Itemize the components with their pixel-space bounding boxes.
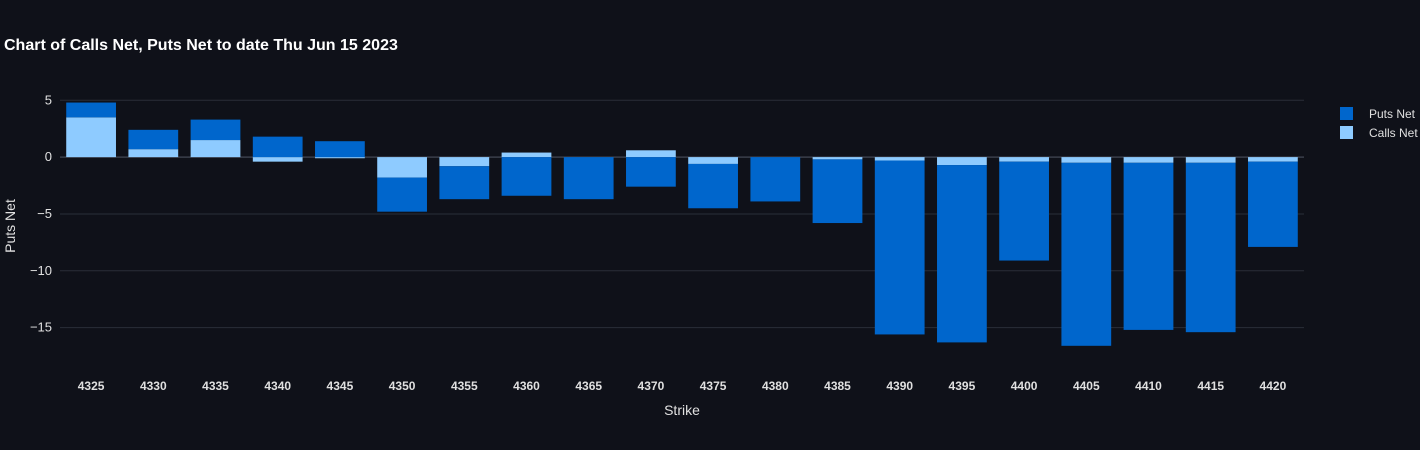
x-tick-label: 4340 <box>264 379 291 393</box>
x-tick-label: 4375 <box>700 379 727 393</box>
x-tick-label: 4355 <box>451 379 478 393</box>
calls-net-bar-4350[interactable] <box>377 157 427 178</box>
calls-net-bar-4405[interactable] <box>1061 157 1112 163</box>
x-tick-label: 4410 <box>1135 379 1162 393</box>
x-tick-label: 4345 <box>327 379 354 393</box>
legend-label-calls[interactable]: Calls Net <box>1369 126 1418 140</box>
y-tick-label: −10 <box>30 263 52 278</box>
x-tick-label: 4400 <box>1011 379 1038 393</box>
calls-net-bar-4385[interactable] <box>812 157 863 160</box>
puts-net-bar-4350[interactable] <box>377 177 427 212</box>
calls-net-bar-4335[interactable] <box>190 140 241 158</box>
calls-net-bar-4325[interactable] <box>66 117 116 158</box>
x-tick-label: 4335 <box>202 379 229 393</box>
puts-net-bar-4360[interactable] <box>501 157 552 196</box>
puts-net-bar-4355[interactable] <box>439 166 490 200</box>
x-tick-label: 4365 <box>575 379 602 393</box>
puts-net-bar-4335[interactable] <box>190 119 241 141</box>
calls-net-bar-4410[interactable] <box>1123 157 1174 163</box>
puts-net-bar-4375[interactable] <box>688 163 738 209</box>
y-tick-label: 0 <box>45 149 52 164</box>
puts-net-bar-4400[interactable] <box>999 161 1049 261</box>
puts-net-bar-4405[interactable] <box>1061 162 1112 346</box>
legend-swatch-calls[interactable] <box>1340 126 1353 139</box>
puts-net-bar-4365[interactable] <box>563 157 614 200</box>
y-tick-label: 5 <box>45 92 52 107</box>
calls-net-bar-4340[interactable] <box>252 157 303 162</box>
x-axis-ticks: 4325 4330 4335 4340 4345 4350 4355 4360 4365 4370… <box>78 379 1287 393</box>
calls-net-bar-4345[interactable] <box>315 157 365 159</box>
puts-net-bar-4415[interactable] <box>1185 162 1236 333</box>
calls-net-bar-4355[interactable] <box>439 157 490 167</box>
legend[interactable]: Puts Net Calls Net <box>1340 107 1418 140</box>
x-tick-label: 4325 <box>78 379 105 393</box>
legend-label-puts[interactable]: Puts Net <box>1369 107 1416 121</box>
x-tick-label: 4350 <box>389 379 416 393</box>
x-tick-label: 4390 <box>886 379 913 393</box>
legend-swatch-puts[interactable] <box>1340 107 1353 120</box>
calls-net-bar-4415[interactable] <box>1185 157 1236 163</box>
x-axis-label: Strike <box>664 402 700 418</box>
calls-net-bar-4370[interactable] <box>626 150 676 158</box>
y-tick-label: −5 <box>37 206 52 221</box>
x-tick-label: 4380 <box>762 379 789 393</box>
x-tick-label: 4420 <box>1260 379 1287 393</box>
x-tick-label: 4370 <box>638 379 665 393</box>
puts-net-bar-4420[interactable] <box>1248 161 1298 247</box>
calls-net-bar-4395[interactable] <box>937 157 987 166</box>
y-axis-ticks: 5 0 −5 −10 −15 <box>30 92 52 334</box>
chart-title: Chart of Calls Net, Puts Net to date Thu… <box>4 37 398 54</box>
calls-net-bar-4360[interactable] <box>501 152 552 158</box>
x-tick-label: 4330 <box>140 379 167 393</box>
grid <box>60 99 1304 329</box>
x-tick-label: 4385 <box>824 379 851 393</box>
calls-net-bar-4390[interactable] <box>874 157 925 161</box>
puts-net-bar-4330[interactable] <box>128 129 179 150</box>
x-tick-label: 4405 <box>1073 379 1100 393</box>
puts-net-bar-4385[interactable] <box>812 159 863 224</box>
bars <box>66 102 1298 346</box>
x-tick-label: 4360 <box>513 379 540 393</box>
calls-net-bar-4330[interactable] <box>128 149 179 158</box>
calls-net-bar-4420[interactable] <box>1248 157 1298 162</box>
x-tick-label: 4415 <box>1197 379 1224 393</box>
puts-net-bar-4345[interactable] <box>315 141 365 158</box>
y-axis-label: Puts Net <box>2 199 18 253</box>
puts-net-bar-4390[interactable] <box>874 160 925 335</box>
puts-net-bar-4325[interactable] <box>66 102 116 118</box>
puts-net-bar-4410[interactable] <box>1123 162 1174 330</box>
puts-net-bar-4395[interactable] <box>937 165 987 343</box>
calls-net-bar-4400[interactable] <box>999 157 1049 162</box>
puts-net-bar-4340[interactable] <box>252 136 303 158</box>
puts-net-bar-4370[interactable] <box>626 157 676 187</box>
calls-net-bar-4375[interactable] <box>688 157 738 164</box>
y-tick-label: −15 <box>30 320 52 335</box>
x-tick-label: 4395 <box>949 379 976 393</box>
puts-net-bar-4380[interactable] <box>750 157 801 202</box>
